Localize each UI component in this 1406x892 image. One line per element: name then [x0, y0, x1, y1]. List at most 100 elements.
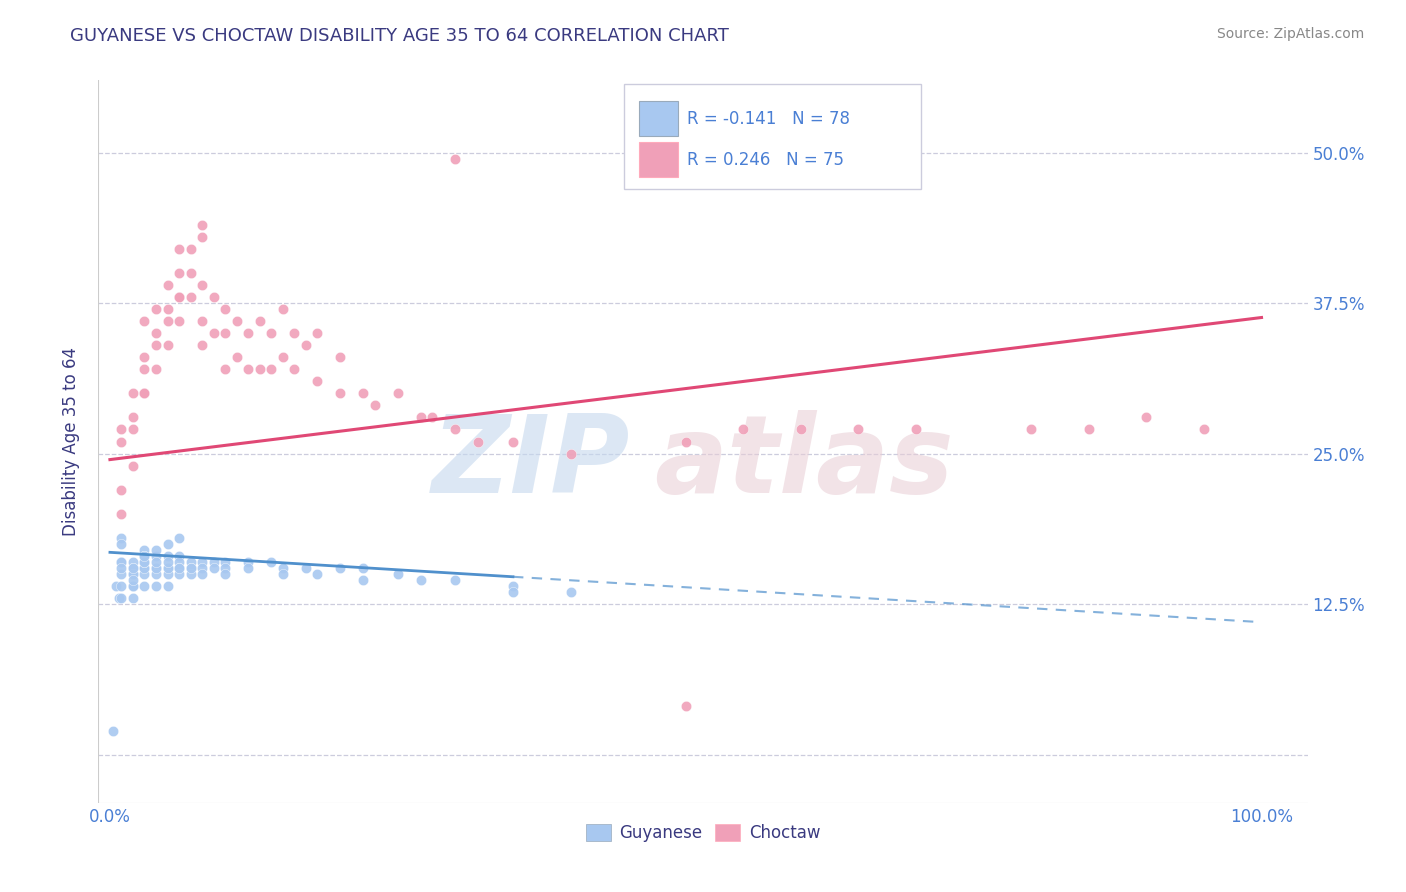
- Point: [122, 410, 145, 425]
- Point: [329, 561, 352, 575]
- Point: [180, 290, 202, 304]
- Point: [156, 561, 179, 575]
- Point: [110, 537, 132, 551]
- Point: [122, 579, 145, 593]
- Point: [134, 350, 156, 364]
- Point: [134, 314, 156, 328]
- Point: [502, 434, 524, 449]
- Point: [145, 326, 167, 341]
- Point: [283, 362, 305, 376]
- Point: [167, 555, 190, 569]
- Point: [1019, 423, 1042, 437]
- Point: [145, 561, 167, 575]
- Point: [110, 507, 132, 521]
- Point: [145, 567, 167, 582]
- Point: [675, 434, 697, 449]
- Point: [409, 410, 432, 425]
- Text: ZIP: ZIP: [432, 410, 630, 516]
- Point: [122, 386, 145, 401]
- Point: [236, 561, 259, 575]
- Point: [191, 567, 214, 582]
- Point: [145, 579, 167, 593]
- Point: [134, 386, 156, 401]
- Point: [110, 579, 132, 593]
- Point: [122, 561, 145, 575]
- Point: [145, 555, 167, 569]
- Point: [110, 531, 132, 545]
- Point: [202, 326, 225, 341]
- Point: [110, 434, 132, 449]
- Point: [191, 218, 214, 232]
- Point: [444, 573, 467, 587]
- Point: [260, 362, 283, 376]
- Point: [1077, 423, 1099, 437]
- Point: [122, 555, 145, 569]
- Point: [145, 338, 167, 352]
- Point: [352, 386, 374, 401]
- Point: [191, 561, 214, 575]
- Point: [134, 549, 156, 563]
- Point: [202, 290, 225, 304]
- Point: [122, 423, 145, 437]
- Point: [122, 591, 145, 606]
- Point: [108, 591, 131, 606]
- Point: [134, 579, 156, 593]
- Point: [180, 567, 202, 582]
- Legend: Guyanese, Choctaw: Guyanese, Choctaw: [579, 817, 827, 848]
- Point: [1135, 410, 1157, 425]
- Point: [122, 573, 145, 587]
- Point: [180, 266, 202, 280]
- Point: [134, 567, 156, 582]
- Point: [110, 423, 132, 437]
- Point: [145, 561, 167, 575]
- Point: [122, 458, 145, 473]
- Point: [283, 326, 305, 341]
- Point: [167, 549, 190, 563]
- Point: [260, 326, 283, 341]
- FancyBboxPatch shape: [638, 101, 678, 136]
- Point: [134, 542, 156, 557]
- Point: [167, 266, 190, 280]
- Point: [422, 410, 444, 425]
- Point: [156, 579, 179, 593]
- Point: [236, 555, 259, 569]
- Point: [191, 555, 214, 569]
- Point: [191, 314, 214, 328]
- Point: [180, 561, 202, 575]
- Point: [134, 555, 156, 569]
- Point: [214, 561, 236, 575]
- Text: R = 0.246   N = 75: R = 0.246 N = 75: [688, 151, 844, 169]
- Point: [202, 555, 225, 569]
- Point: [236, 362, 259, 376]
- Point: [167, 242, 190, 256]
- Text: R = -0.141   N = 78: R = -0.141 N = 78: [688, 110, 851, 128]
- Point: [214, 567, 236, 582]
- Point: [675, 699, 697, 714]
- Point: [110, 561, 132, 575]
- Point: [202, 561, 225, 575]
- Point: [145, 362, 167, 376]
- Point: [307, 375, 329, 389]
- Point: [191, 338, 214, 352]
- Point: [122, 579, 145, 593]
- Point: [134, 561, 156, 575]
- Point: [225, 314, 247, 328]
- Point: [307, 326, 329, 341]
- Text: Source: ZipAtlas.com: Source: ZipAtlas.com: [1216, 27, 1364, 41]
- Point: [167, 561, 190, 575]
- Point: [214, 326, 236, 341]
- Point: [104, 579, 127, 593]
- Point: [352, 573, 374, 587]
- Point: [409, 573, 432, 587]
- Point: [167, 561, 190, 575]
- FancyBboxPatch shape: [624, 84, 921, 189]
- Point: [214, 362, 236, 376]
- Point: [122, 567, 145, 582]
- Point: [236, 326, 259, 341]
- Point: [156, 537, 179, 551]
- Point: [1192, 423, 1215, 437]
- Point: [271, 350, 294, 364]
- Point: [145, 542, 167, 557]
- Point: [214, 555, 236, 569]
- Point: [156, 277, 179, 292]
